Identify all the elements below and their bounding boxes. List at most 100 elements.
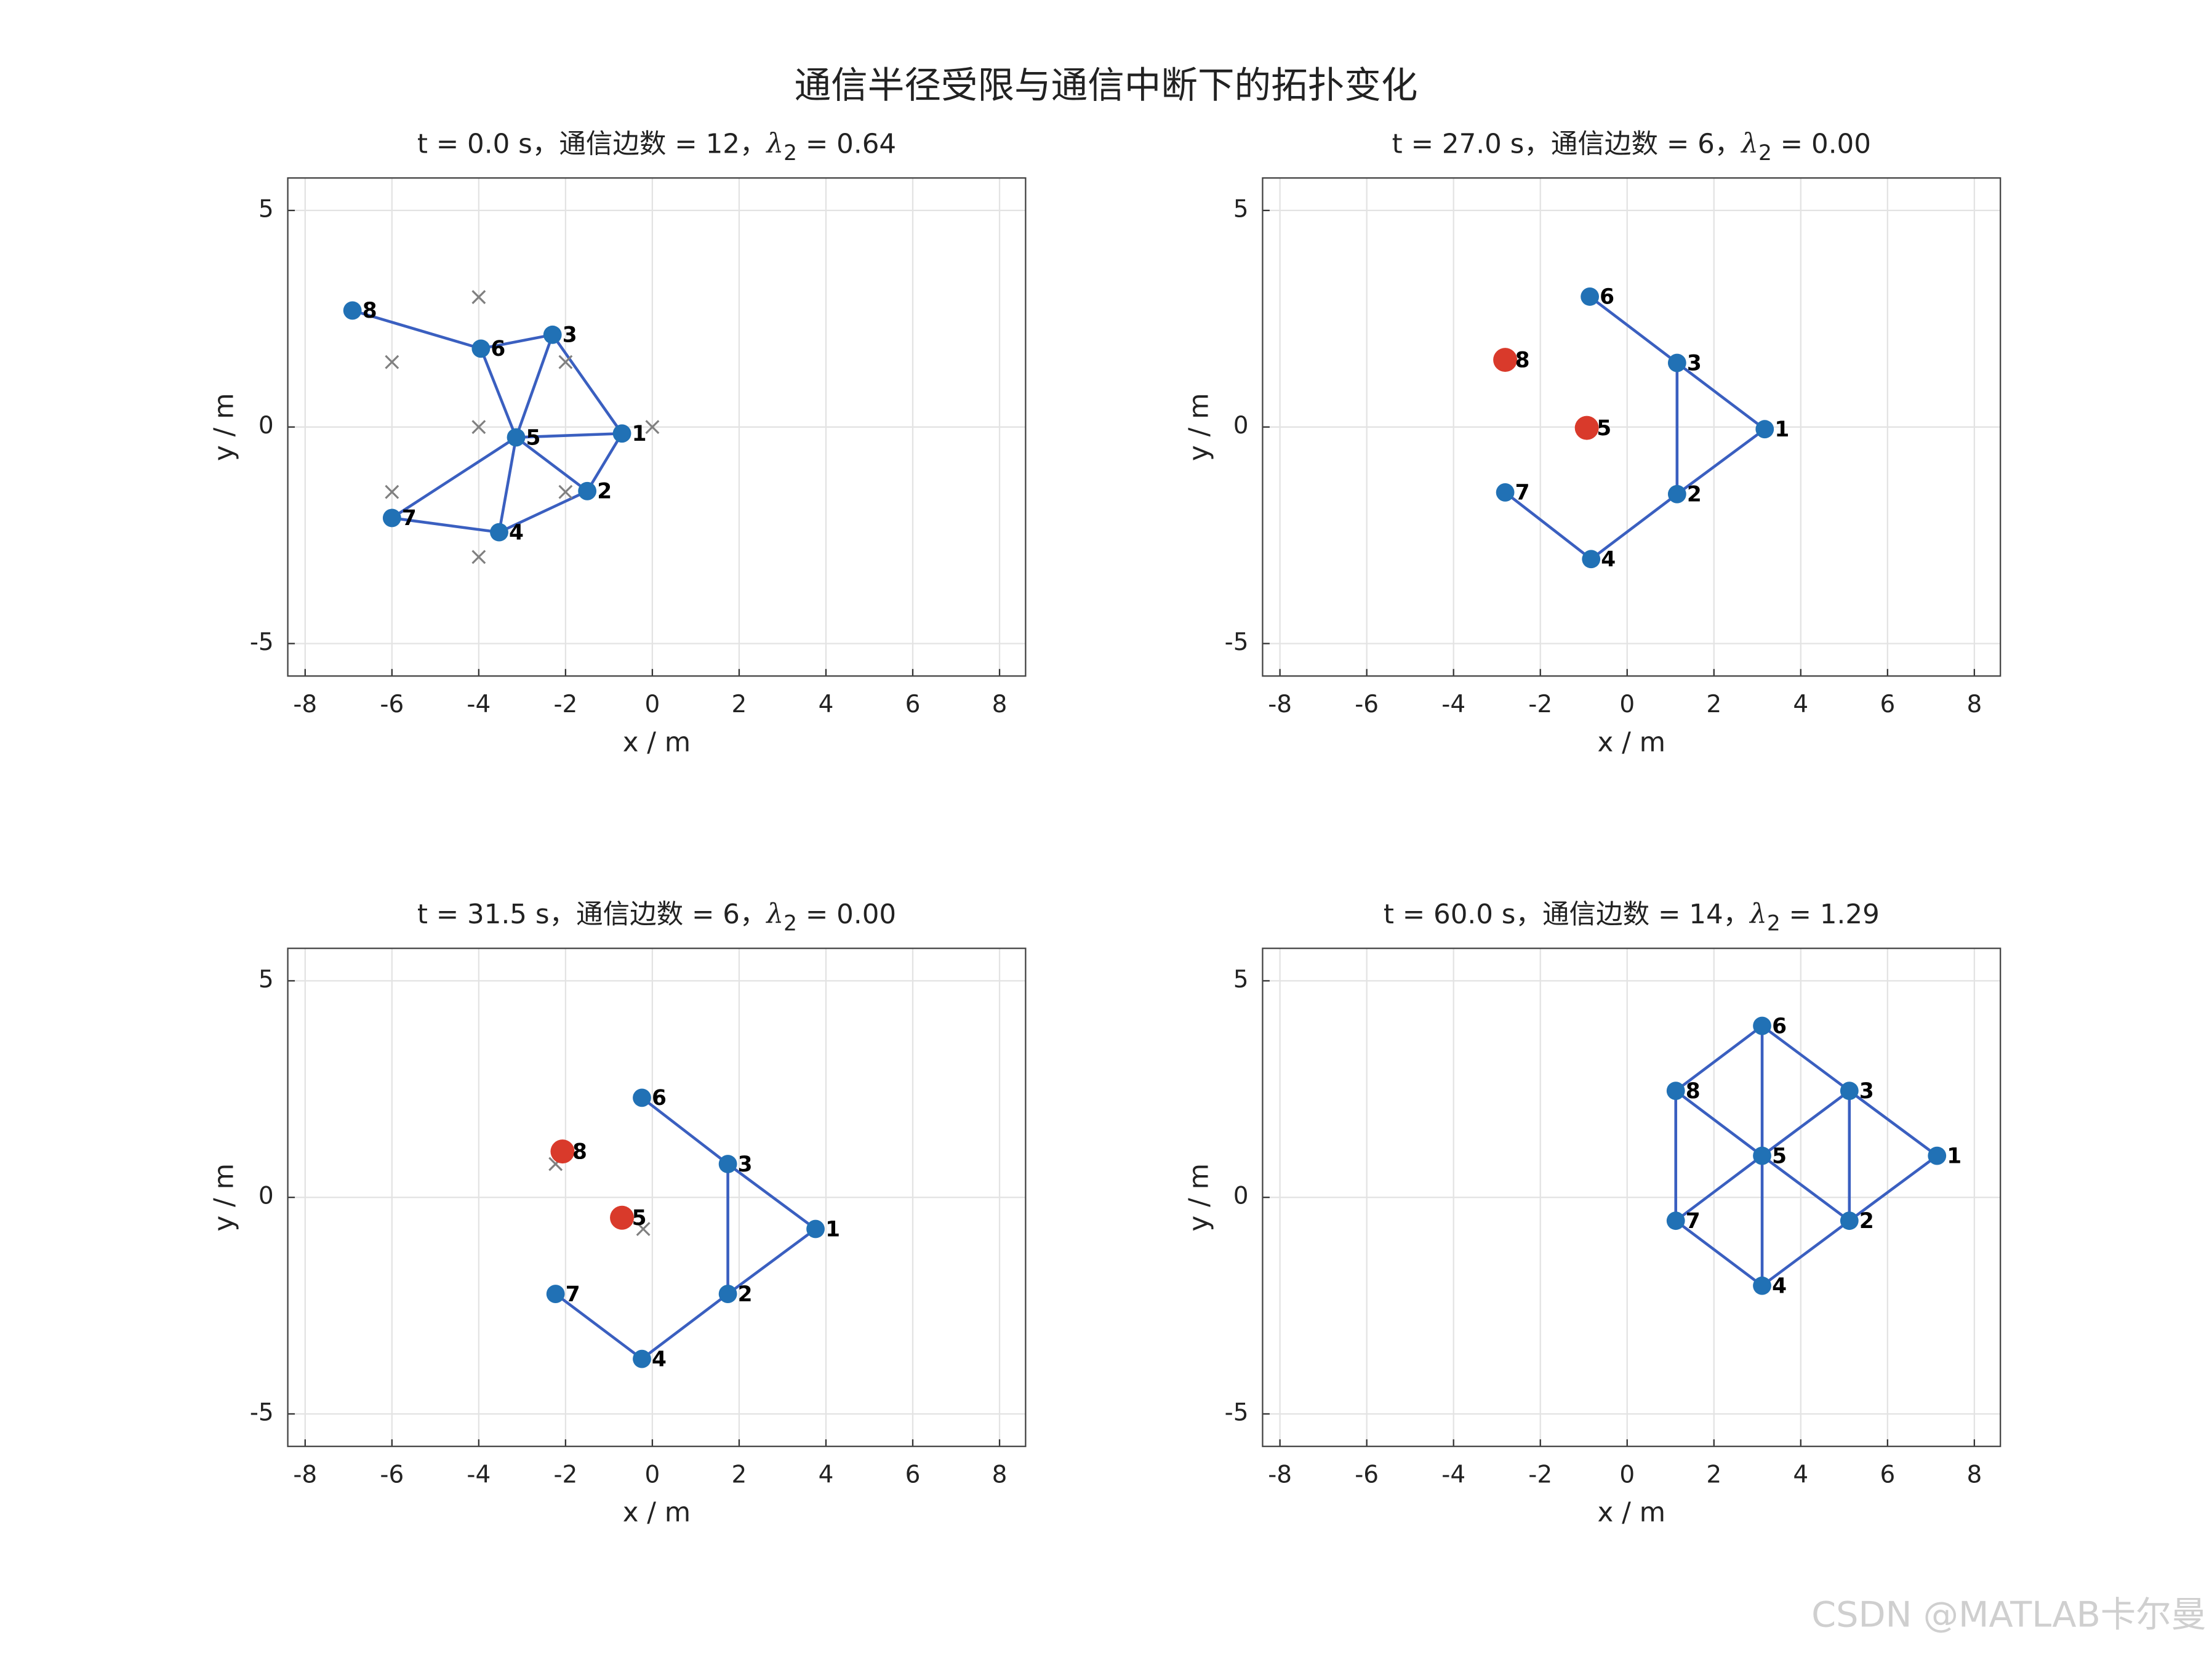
title-suffix: = 0.64 — [797, 129, 896, 159]
y-axis-label: y / m — [1184, 1163, 1215, 1232]
node-label: 3 — [1859, 1079, 1874, 1104]
subplot-title: t = 31.5 s，通信边数 = 6，λ2 = 0.00 — [417, 899, 896, 936]
figure-title: 通信半径受限与通信中断下的拓扑变化 — [795, 65, 1418, 107]
title-subscript: 2 — [783, 911, 797, 936]
edge — [1504, 491, 1592, 561]
x-tick-label: -4 — [1441, 1461, 1465, 1488]
edge — [497, 437, 518, 533]
node — [1493, 348, 1518, 372]
edge — [1590, 492, 1678, 561]
target-marker — [471, 290, 486, 305]
edge — [1761, 1154, 1851, 1222]
subplot-title: t = 0.0 s，通信边数 = 12，λ2 = 0.64 — [417, 128, 896, 165]
edge — [499, 489, 588, 534]
edge — [727, 1163, 817, 1230]
x-tick-label: -8 — [1268, 691, 1292, 718]
x-tick-label: 6 — [905, 1461, 921, 1488]
x-tick-label: -6 — [380, 691, 404, 718]
node-label: 7 — [566, 1282, 580, 1307]
node-label: 5 — [1772, 1144, 1787, 1168]
node — [1840, 1211, 1859, 1230]
node — [1753, 1146, 1771, 1165]
x-tick-label: -4 — [467, 691, 491, 718]
x-tick-label: -2 — [553, 691, 577, 718]
x-axis-label: x / m — [1598, 1498, 1666, 1528]
axes-box — [1262, 947, 2002, 1447]
node — [633, 1088, 651, 1107]
x-tick-label: 4 — [819, 691, 834, 718]
target-marker — [636, 1222, 651, 1236]
node — [382, 508, 401, 528]
edge — [1589, 295, 1678, 364]
title-prefix: t = 31.5 s，通信边数 = 6， — [417, 899, 767, 930]
node-label: 8 — [363, 299, 377, 323]
title-subscript: 2 — [1767, 911, 1781, 936]
edge — [1675, 1090, 1763, 1157]
node-label: 8 — [1515, 348, 1530, 372]
x-tick-label: 0 — [1619, 1461, 1635, 1488]
edge — [391, 516, 500, 534]
edge — [352, 309, 482, 350]
node-label: 7 — [402, 506, 417, 531]
title-prefix: t = 60.0 s，通信边数 = 14， — [1384, 899, 1750, 930]
node — [578, 481, 597, 500]
x-tick-label: -8 — [293, 1461, 317, 1488]
y-tick-label: 5 — [258, 966, 274, 994]
x-tick-label: 6 — [905, 691, 921, 718]
node — [612, 424, 631, 443]
node-label: 7 — [1515, 481, 1530, 505]
edge — [641, 1293, 729, 1360]
edge — [1675, 1154, 1763, 1222]
title-suffix: = 1.29 — [1781, 899, 1880, 930]
node — [1666, 1082, 1685, 1100]
x-tick-label: -6 — [1355, 1461, 1379, 1488]
edge — [1848, 1090, 1938, 1157]
node — [718, 1285, 737, 1303]
x-axis-label: x / m — [623, 727, 691, 758]
x-tick-label: 8 — [1966, 1461, 1982, 1488]
node — [806, 1219, 825, 1238]
node-label: 4 — [509, 520, 524, 545]
edge — [555, 1293, 643, 1360]
node-label: 4 — [1772, 1274, 1787, 1298]
subplot-title: t = 27.0 s，通信边数 = 6，λ2 = 0.00 — [1392, 128, 1871, 165]
node — [490, 523, 508, 542]
y-tick-label: -5 — [250, 1399, 274, 1426]
node-label: 6 — [1772, 1014, 1787, 1038]
node-label: 1 — [632, 422, 647, 446]
x-tick-label: 4 — [819, 1461, 834, 1488]
node-label: 6 — [491, 337, 505, 361]
node — [1574, 416, 1599, 440]
target-marker — [385, 484, 399, 499]
node — [1666, 1211, 1685, 1230]
edge — [727, 1227, 817, 1295]
node-label: 6 — [652, 1086, 667, 1110]
node — [1582, 550, 1601, 569]
y-axis-label: y / m — [209, 393, 240, 461]
node — [1667, 353, 1686, 372]
node-label: 5 — [526, 425, 541, 450]
x-axis-label: x / m — [623, 1498, 691, 1528]
x-tick-label: 2 — [1706, 1461, 1721, 1488]
x-tick-label: 8 — [992, 1461, 1008, 1488]
edge — [1675, 1024, 1763, 1092]
node-label: 1 — [1774, 417, 1789, 442]
y-tick-label: -5 — [250, 628, 274, 656]
edge — [1675, 1219, 1763, 1287]
target-marker — [471, 550, 486, 564]
node-label: 3 — [738, 1152, 753, 1177]
x-tick-label: 0 — [645, 1461, 660, 1488]
title-subscript: 2 — [1758, 141, 1772, 166]
title-prefix: t = 27.0 s，通信边数 = 6， — [1392, 129, 1742, 159]
watermark: CSDN @MATLAB卡尔曼 — [1811, 1594, 2206, 1636]
x-tick-label: -8 — [293, 691, 317, 718]
x-tick-label: 2 — [1706, 691, 1721, 718]
node — [1755, 420, 1774, 439]
edge — [1761, 1024, 1851, 1092]
edge — [515, 436, 588, 492]
node-label: 1 — [825, 1217, 840, 1242]
node-label: 4 — [1601, 547, 1616, 572]
node-label: 2 — [738, 1282, 753, 1307]
